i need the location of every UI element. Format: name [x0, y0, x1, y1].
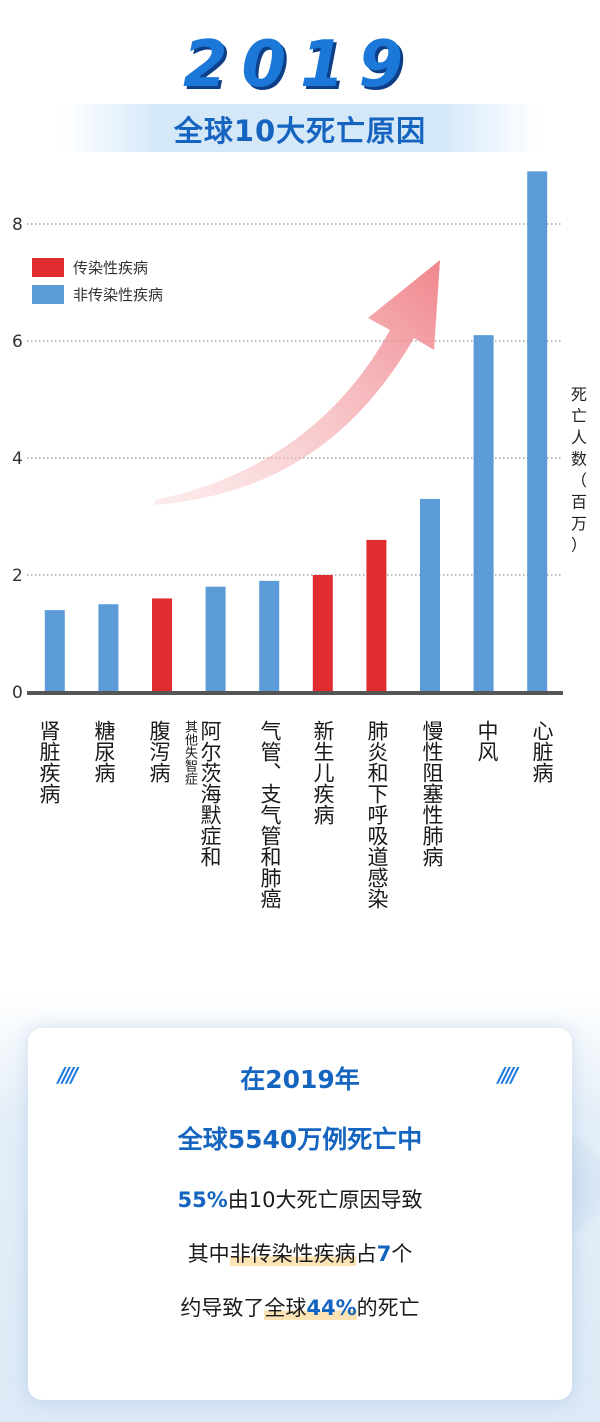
- bar-4: [259, 580, 280, 692]
- legend-label: 非传染性疾病: [73, 286, 163, 304]
- trend-arrow-icon: [155, 260, 440, 505]
- summary-underline-text: 非传染性疾病: [229, 1242, 356, 1266]
- y-tick-label: 2: [12, 566, 23, 586]
- summary-line-3: 55%由10大死亡原因导致: [28, 1184, 572, 1214]
- summary-highlight: 55%: [177, 1188, 228, 1212]
- deco-slashes-right: ////: [498, 1063, 518, 1087]
- legend-swatch: [32, 285, 64, 304]
- category-label: 慢性阻塞性肺病: [420, 720, 444, 867]
- bar-7: [420, 498, 440, 692]
- y-axis-label-char: 百: [571, 493, 587, 512]
- summary-text: 由10大死亡原因导致: [227, 1188, 423, 1212]
- category-label: 肺炎和下呼吸道感染: [365, 720, 389, 909]
- y-axis-label-char: （: [571, 471, 587, 490]
- legend-swatch: [32, 258, 64, 277]
- header: 2019 全球10大死亡原因: [0, 0, 600, 160]
- y-axis-label-char: 亡: [571, 407, 587, 426]
- y-axis-label-char: 数: [571, 450, 587, 469]
- subtitle-band: [60, 104, 540, 152]
- category-label: 肾脏疾病: [37, 720, 61, 804]
- bar-0: [44, 610, 65, 692]
- year-title: 2019: [182, 28, 418, 102]
- bar-9: [527, 171, 548, 693]
- category-label: 腹泻病: [147, 720, 171, 783]
- category-label: 阿尔茨海默症和: [198, 720, 222, 867]
- y-tick-label: 4: [12, 449, 23, 469]
- summary-card: [28, 1028, 572, 1400]
- summary-highlight: 44%: [306, 1296, 357, 1320]
- bar-chart: 0 2 4 6 8 传染性疾病非传染性疾病死亡人数 （ 百万 ）: [0, 160, 600, 720]
- category-label: 中风: [475, 720, 499, 762]
- summary-text: 占: [355, 1242, 377, 1266]
- summary-line-5: 约导致了全球44%的死亡: [28, 1292, 572, 1322]
- summary-text: 其中: [187, 1242, 230, 1266]
- summary-text: 个: [391, 1242, 413, 1266]
- y-axis-label-char: 死: [571, 385, 587, 404]
- category-label: 心脏病: [530, 720, 554, 783]
- y-axis-label-char: 人: [571, 428, 587, 447]
- summary-line-4: 其中非传染性疾病占7个: [28, 1238, 572, 1268]
- category-label: 新生儿疾病: [311, 720, 335, 825]
- bar-3: [205, 586, 226, 692]
- summary-line-2: 全球5540万例死亡中: [177, 1125, 423, 1154]
- category-label: 气管、支气管和肺癌: [258, 720, 282, 909]
- summary-text: 全球: [264, 1296, 307, 1320]
- legend-label: 传染性疾病: [73, 259, 148, 277]
- bar-2: [152, 598, 172, 692]
- summary-text: 的死亡: [356, 1296, 420, 1320]
- category-label-compound: 阿尔茨海默症和 其他失智症: [182, 720, 222, 867]
- y-tick-label: 0: [12, 683, 23, 703]
- summary-text: 约导致了: [180, 1296, 265, 1320]
- category-label-small: 其他失智症: [182, 720, 197, 785]
- summary-underline-text: 全球44%: [264, 1296, 357, 1320]
- y-tick-label: 8: [12, 215, 23, 235]
- bar-8: [473, 335, 494, 692]
- y-axis-label-char: ）: [571, 536, 587, 555]
- summary-line-1: 在2019年: [240, 1065, 360, 1094]
- summary-highlight: 7: [376, 1242, 392, 1266]
- x-axis-baseline: [27, 691, 563, 695]
- y-tick-label: 6: [12, 332, 23, 352]
- bar-6: [366, 539, 387, 692]
- chart-subtitle: 全球10大死亡原因: [173, 114, 427, 148]
- y-axis-label-char: 万: [571, 514, 587, 533]
- bar-1: [98, 604, 119, 692]
- deco-slashes-left: ////: [58, 1063, 78, 1087]
- category-label: 糖尿病: [92, 720, 116, 783]
- bar-5: [312, 575, 333, 692]
